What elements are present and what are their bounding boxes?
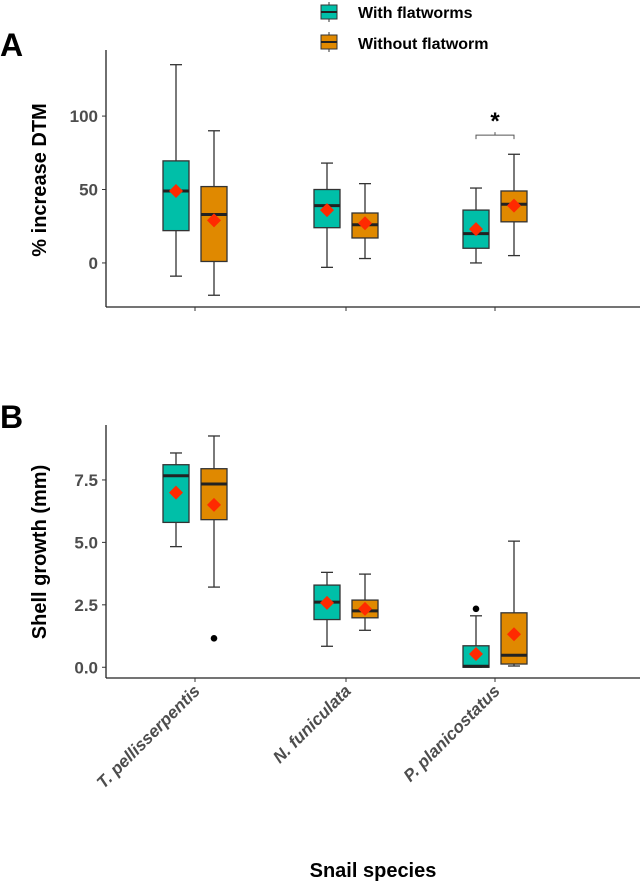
x-tick-label: T. pellisserpentis bbox=[93, 681, 204, 792]
panel-label-a: A bbox=[0, 27, 23, 63]
outlier-point bbox=[472, 605, 480, 613]
box-without-2 bbox=[500, 153, 528, 257]
y-axis-label-b: Shell growth (mm) bbox=[29, 465, 51, 639]
box-without-0 bbox=[200, 130, 228, 296]
box-with-1 bbox=[313, 162, 341, 268]
box-with-0 bbox=[162, 64, 190, 277]
x-tick-label: P. planicostatus bbox=[400, 681, 504, 785]
panel-a-plot: 0 50 100 * bbox=[70, 50, 640, 311]
mean-marker bbox=[507, 198, 521, 213]
y-tick-label: 7.5 bbox=[74, 471, 98, 490]
panel-b-plot: 0.0 2.5 5.0 7.5 T. pellisserpentis N. funicul… bbox=[74, 425, 640, 792]
mean-marker bbox=[507, 627, 521, 642]
x-axis-title: Snail species bbox=[310, 860, 437, 882]
box-with-2 bbox=[462, 187, 490, 264]
box-with-0 bbox=[162, 452, 190, 548]
box-without-1 bbox=[351, 573, 379, 631]
box-iqr bbox=[200, 468, 228, 521]
mean-marker bbox=[358, 216, 372, 231]
y-axis-label-a: % increase DTM bbox=[29, 103, 51, 256]
box-without-2 bbox=[500, 540, 528, 667]
mean-marker bbox=[207, 213, 221, 228]
legend-label-with-flatworms: With flatworms bbox=[358, 5, 473, 22]
legend: With flatworms Without flatworm bbox=[320, 2, 489, 53]
y-tick-label: 100 bbox=[70, 107, 98, 126]
box-without-0 bbox=[200, 435, 228, 642]
mean-marker bbox=[169, 485, 183, 500]
panel-label-b: B bbox=[0, 399, 23, 435]
box-with-2 bbox=[462, 605, 490, 668]
legend-key-with-flatworms bbox=[320, 2, 338, 22]
legend-label-without-flatworm: Without flatworm bbox=[358, 36, 489, 53]
legend-key-without-flatworm bbox=[320, 32, 338, 52]
significance-bracket bbox=[475, 132, 515, 140]
mean-marker bbox=[320, 595, 334, 610]
mean-marker bbox=[320, 203, 334, 218]
mean-marker bbox=[169, 183, 183, 198]
box-without-1 bbox=[351, 182, 379, 260]
y-tick-label: 0 bbox=[89, 254, 98, 273]
significance-star: * bbox=[490, 108, 500, 135]
mean-marker bbox=[469, 647, 483, 662]
mean-marker bbox=[358, 601, 372, 616]
x-tick-label: N. funiculata bbox=[269, 681, 355, 767]
y-tick-label: 5.0 bbox=[74, 533, 98, 552]
y-tick-label: 50 bbox=[79, 181, 98, 200]
outlier-point bbox=[210, 634, 218, 642]
mean-marker bbox=[207, 497, 221, 512]
y-tick-label: 0.0 bbox=[74, 658, 98, 677]
y-tick-label: 2.5 bbox=[74, 596, 98, 615]
box-with-1 bbox=[313, 571, 341, 647]
mean-marker bbox=[469, 222, 483, 237]
